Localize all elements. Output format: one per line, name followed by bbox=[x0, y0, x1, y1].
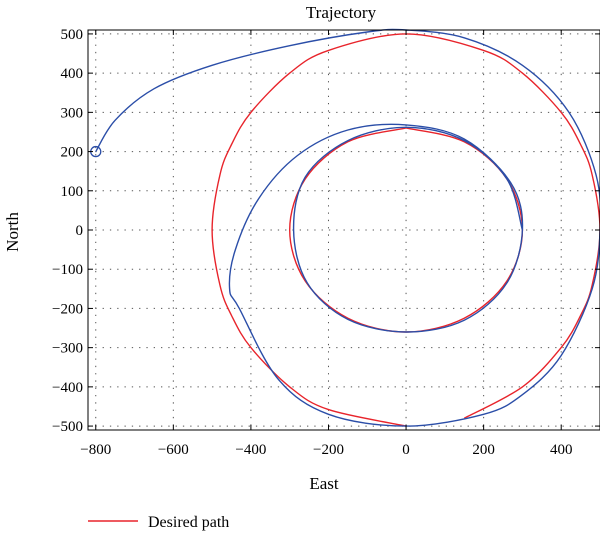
chart-title: Trajectory bbox=[306, 3, 377, 22]
legend-label-desired-path: Desired path bbox=[148, 514, 229, 531]
y-tick-label: 300 bbox=[61, 105, 84, 121]
x-tick-label: −800 bbox=[80, 442, 111, 458]
legend: Desired path bbox=[88, 514, 229, 531]
x-axis-label: East bbox=[309, 474, 339, 493]
y-tick-label: 0 bbox=[76, 223, 84, 239]
x-tick-label: −200 bbox=[313, 442, 344, 458]
y-tick-label: 500 bbox=[61, 27, 84, 43]
x-tick-label: 200 bbox=[472, 442, 495, 458]
x-tick-label: 400 bbox=[550, 442, 573, 458]
x-tick-label: −400 bbox=[235, 442, 266, 458]
y-tick-label: −100 bbox=[52, 262, 83, 278]
series-group bbox=[90, 28, 600, 427]
y-tick-label: 400 bbox=[61, 66, 84, 82]
ticks: −800 −600 −400 −200 0 200 400 500 400 300 200 100 0 −… bbox=[52, 27, 600, 458]
x-tick-label: −600 bbox=[158, 442, 189, 458]
actual-trajectory-line bbox=[95, 28, 600, 427]
y-tick-label: −500 bbox=[52, 419, 83, 435]
x-tick-label: 0 bbox=[402, 442, 410, 458]
y-tick-label: −400 bbox=[52, 380, 83, 396]
y-tick-label: 100 bbox=[61, 184, 84, 200]
y-tick-label: −200 bbox=[52, 301, 83, 317]
grid bbox=[88, 30, 600, 430]
y-axis-label: North bbox=[3, 212, 22, 252]
desired-path-outer-line bbox=[211, 33, 600, 427]
y-tick-label: 200 bbox=[61, 145, 84, 161]
y-tick-label: −300 bbox=[52, 341, 83, 357]
